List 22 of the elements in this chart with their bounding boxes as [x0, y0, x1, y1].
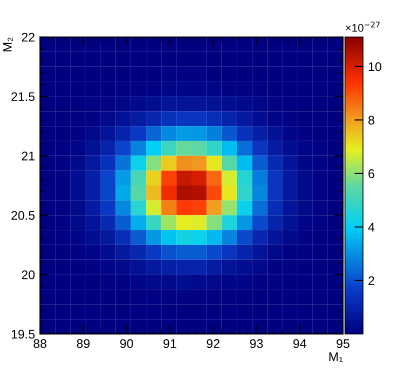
- x-tick-label: 92: [206, 339, 220, 348]
- y-axis-title: M₂: [3, 38, 13, 52]
- y-tick-label: 22: [22, 32, 35, 42]
- x-tick-label: 93: [250, 339, 263, 348]
- color-bar-label: 2: [368, 276, 374, 286]
- x-tick-label: 94: [293, 339, 306, 348]
- y-tick-label: 19.5: [12, 330, 35, 339]
- x-tick-label: 95: [336, 339, 350, 348]
- x-tick-label: 89: [76, 339, 90, 348]
- color-bar-label: 4: [368, 222, 374, 232]
- y-tick-label: 21.5: [11, 92, 35, 102]
- x-tick-label: 91: [163, 339, 176, 348]
- color-bar-label: 8: [368, 116, 374, 125]
- color-bar-title: ×10$^{−27}$: [346, 22, 380, 32]
- x-tick-label: 90: [120, 339, 134, 348]
- color-bar-label: 10: [368, 62, 382, 72]
- x-tick-label: 88: [34, 339, 46, 348]
- y-tick-label: 20.5: [11, 210, 35, 220]
- x-axis-title: M₁: [329, 352, 343, 362]
- y-tick-label: 21: [22, 152, 35, 160]
- y-tick-label: 20: [22, 270, 35, 280]
- color-bar-label: 6: [368, 169, 374, 178]
